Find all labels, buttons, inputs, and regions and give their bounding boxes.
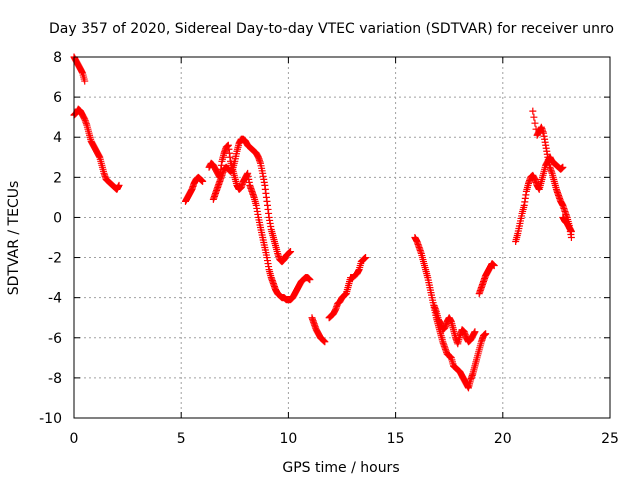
x-tick-label: 25 (601, 431, 619, 447)
x-tick-label: 20 (494, 431, 512, 447)
data-point (471, 328, 479, 336)
y-tick-label: -4 (48, 291, 62, 307)
y-tick-label: -8 (48, 371, 62, 387)
y-tick-label: 4 (53, 130, 62, 146)
data-point (482, 330, 490, 338)
axis-ticks: 0 5 10 15 20 25 -10 -8 -6 -4 -2 0 2 4 6 8 (39, 50, 619, 447)
data-point (306, 276, 314, 284)
data-point (287, 248, 295, 256)
data-point (490, 262, 498, 270)
x-tick-label: 0 (70, 431, 79, 447)
data-points (70, 53, 575, 392)
y-tick-label: -2 (48, 251, 62, 267)
data-point (81, 77, 89, 85)
data-point (567, 227, 575, 235)
data-point (559, 163, 567, 171)
data-point (567, 234, 575, 241)
x-tick-label: 10 (279, 431, 297, 447)
y-tick-label: 6 (53, 90, 62, 106)
y-tick-label: 8 (53, 50, 62, 66)
plot-frame (73, 56, 611, 419)
chart-title: Day 357 of 2020, Sidereal Day-to-day VTE… (49, 21, 614, 37)
data-point (530, 113, 538, 121)
y-axis-label: SDTVAR / TECUs (6, 181, 22, 296)
x-tick-label: 15 (387, 431, 405, 447)
data-point (529, 107, 537, 115)
y-tick-label: 0 (53, 210, 62, 226)
data-point (115, 181, 123, 189)
x-tick-label: 5 (177, 431, 186, 447)
data-point (362, 254, 370, 262)
y-tick-label: -6 (48, 331, 62, 347)
y-tick-label: 2 (53, 170, 62, 186)
data-point (199, 177, 207, 185)
data-point (531, 119, 539, 127)
y-tick-label: -10 (39, 411, 62, 427)
x-axis-label: GPS time / hours (282, 460, 399, 476)
data-point (321, 338, 329, 346)
